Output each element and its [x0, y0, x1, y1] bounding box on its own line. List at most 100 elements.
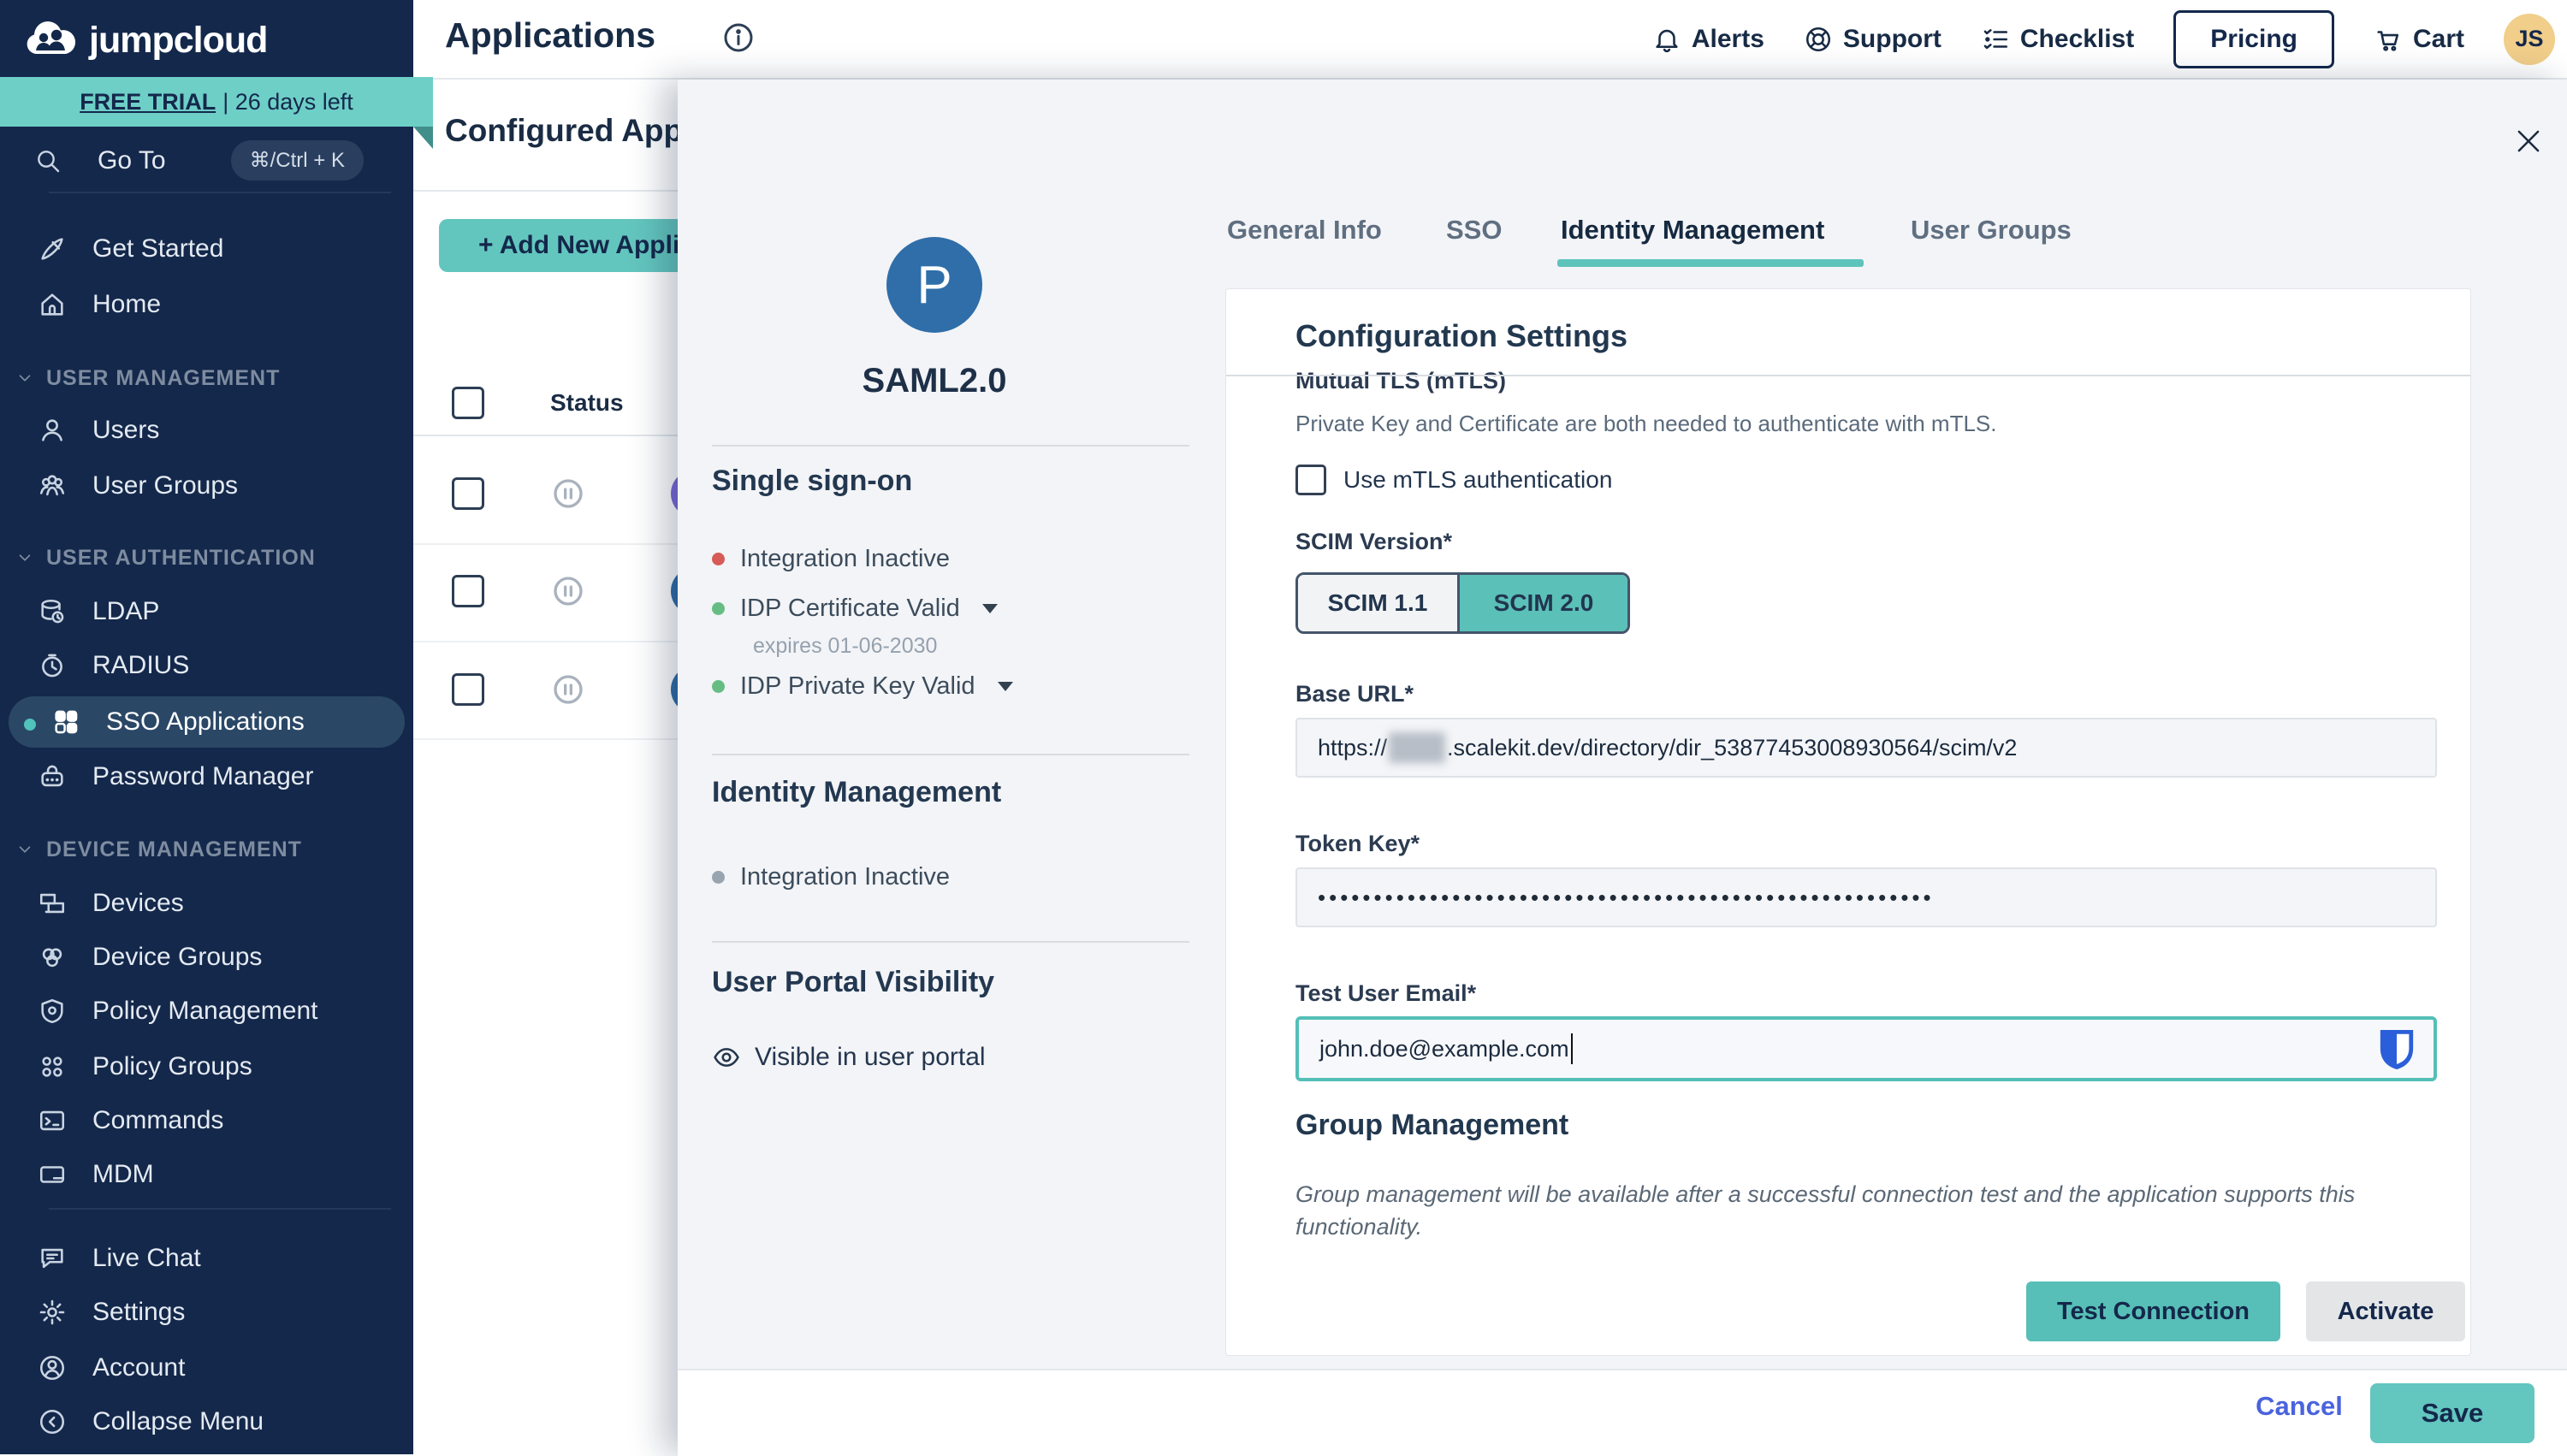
- sidebar-item-radius[interactable]: RADIUS: [0, 640, 413, 691]
- pricing-button[interactable]: Pricing: [2173, 9, 2334, 68]
- sidebar-section-device-management[interactable]: DEVICE MANAGEMENT: [0, 826, 413, 873]
- sidebar-item-user-groups[interactable]: User Groups: [0, 460, 413, 512]
- row-checkbox[interactable]: [452, 477, 484, 510]
- chevron-down-icon: [15, 548, 34, 567]
- free-trial-banner[interactable]: FREE TRIAL | 26 days left: [0, 77, 433, 127]
- cancel-button[interactable]: Cancel: [2256, 1391, 2343, 1421]
- sidebar-item-devices[interactable]: Devices: [0, 878, 413, 929]
- goto-search[interactable]: Go To ⌘/Ctrl + K: [0, 135, 413, 186]
- ldap-database-icon: [38, 597, 67, 626]
- sidebar-item-mdm[interactable]: MDM: [0, 1149, 413, 1200]
- policy-groups-icon: [38, 1052, 67, 1081]
- sidebar-section-user-management[interactable]: USER MANAGEMENT: [0, 354, 413, 402]
- sidebar-divider: [49, 1208, 391, 1210]
- active-indicator-dot: [24, 719, 36, 731]
- user-avatar[interactable]: JS: [2504, 13, 2555, 65]
- divider: [712, 754, 1189, 755]
- sidebar-item-settings[interactable]: Settings: [0, 1287, 413, 1338]
- select-all-checkbox[interactable]: [452, 387, 484, 419]
- sidebar-item-ldap[interactable]: LDAP: [0, 586, 413, 637]
- token-key-input[interactable]: ••••••••••••••••••••••••••••••••••••••••…: [1295, 867, 2437, 927]
- app-avatar-large: P: [886, 237, 982, 333]
- mtls-description: Private Key and Certificate are both nee…: [1295, 411, 1997, 436]
- policy-shield-icon: [38, 997, 67, 1026]
- gear-icon: [38, 1298, 67, 1327]
- row-checkbox[interactable]: [452, 673, 484, 706]
- tab-identity-management[interactable]: Identity Management: [1561, 215, 1825, 245]
- user-group-icon: [38, 471, 67, 500]
- sidebar-item-get-started[interactable]: Get Started: [0, 223, 413, 275]
- bell-icon: [1652, 25, 1681, 54]
- row-checkbox[interactable]: [452, 575, 484, 607]
- table-row[interactable]: P: [413, 567, 719, 615]
- sidebar-item-commands[interactable]: Commands: [0, 1095, 413, 1146]
- sidebar-item-device-groups[interactable]: Device Groups: [0, 932, 413, 983]
- commands-terminal-icon: [38, 1106, 67, 1135]
- sidebar-section-user-authentication[interactable]: USER AUTHENTICATION: [0, 534, 413, 582]
- mtls-checkbox[interactable]: [1295, 465, 1326, 495]
- top-header: Applications Alerts Support Checklist Pr…: [413, 0, 2567, 80]
- configuration-card: Configuration Settings Mutual TLS (mTLS)…: [1225, 288, 2471, 1356]
- divider: [712, 445, 1189, 447]
- tab-sso[interactable]: SSO: [1446, 215, 1503, 245]
- divider: [712, 941, 1189, 943]
- table-row[interactable]: L: [413, 470, 719, 518]
- rocket-icon: [38, 234, 67, 263]
- redacted-subdomain: [1389, 732, 1446, 763]
- lifering-icon: [1804, 25, 1833, 54]
- checklist-button[interactable]: Checklist: [1981, 25, 2134, 54]
- devices-icon: [38, 889, 67, 918]
- goto-shortcut-badge: ⌘/Ctrl + K: [230, 140, 364, 181]
- home-icon: [38, 290, 67, 319]
- collapse-arrow-icon: [38, 1407, 67, 1436]
- page-title: Applications: [445, 15, 656, 55]
- sso-status-private-key[interactable]: IDP Private Key Valid: [712, 672, 1013, 701]
- save-button[interactable]: Save: [2370, 1383, 2534, 1443]
- sidebar-item-policy-groups[interactable]: Policy Groups: [0, 1041, 413, 1092]
- radius-clock-icon: [38, 651, 67, 680]
- sidebar-item-sso-applications[interactable]: SSO Applications: [9, 696, 405, 748]
- cart-button[interactable]: Cart: [2374, 25, 2464, 54]
- mtls-label: Mutual TLS (mTLS): [1295, 368, 1506, 394]
- app-name: SAML2.0: [862, 362, 1007, 400]
- close-icon[interactable]: [2507, 120, 2550, 163]
- mdm-device-icon: [38, 1160, 67, 1189]
- test-user-email-input[interactable]: john.doe@example.com: [1295, 1016, 2437, 1081]
- tab-user-groups[interactable]: User Groups: [1911, 215, 2072, 245]
- info-icon[interactable]: [721, 21, 756, 55]
- trial-banner-fold: [413, 127, 433, 149]
- scim-version-toggle: SCIM 1.1 SCIM 2.0: [1295, 572, 1630, 634]
- caret-down-icon: [981, 604, 998, 613]
- scim-1-1-option[interactable]: SCIM 1.1: [1298, 575, 1460, 631]
- scim-version-label: SCIM Version*: [1295, 529, 1453, 554]
- sso-status-certificate[interactable]: IDP Certificate Valid: [712, 595, 998, 623]
- base-url-input[interactable]: https:// .scalekit.dev/directory/dir_538…: [1295, 718, 2437, 778]
- logo-wordmark: jumpcloud: [89, 20, 268, 61]
- portal-visibility-row: Visible in user portal: [712, 1043, 986, 1072]
- jumpcloud-logo[interactable]: jumpcloud: [24, 19, 268, 62]
- pause-status-icon: [551, 672, 585, 707]
- mtls-checkbox-row[interactable]: Use mTLS authentication: [1295, 465, 1612, 495]
- sidebar-item-password-manager[interactable]: Password Manager: [0, 751, 413, 802]
- sidebar-item-users[interactable]: Users: [0, 405, 413, 456]
- activate-button[interactable]: Activate: [2306, 1281, 2465, 1341]
- red-status-dot: [712, 553, 725, 565]
- sidebar-item-collapse-menu[interactable]: Collapse Menu: [0, 1396, 413, 1447]
- active-tab-underline: [1557, 259, 1864, 267]
- tab-general-info[interactable]: General Info: [1227, 215, 1382, 245]
- card-divider: [1226, 375, 2470, 376]
- alerts-button[interactable]: Alerts: [1652, 25, 1764, 54]
- table-row[interactable]: T: [413, 666, 719, 713]
- sidebar-item-home[interactable]: Home: [0, 279, 413, 330]
- sidebar-item-account[interactable]: Account: [0, 1342, 413, 1394]
- sidebar-divider: [49, 192, 391, 193]
- password-manager-shield-icon[interactable]: [2377, 1027, 2416, 1079]
- base-url-label: Base URL*: [1295, 681, 1414, 707]
- support-button[interactable]: Support: [1804, 25, 1942, 54]
- sidebar-item-live-chat[interactable]: Live Chat: [0, 1233, 413, 1284]
- test-connection-button[interactable]: Test Connection: [2026, 1281, 2280, 1341]
- scim-2-0-option[interactable]: SCIM 2.0: [1460, 575, 1627, 631]
- checklist-icon: [1981, 25, 2010, 54]
- sidebar: jumpcloud FREE TRIAL | 26 days left Go T…: [0, 0, 433, 1454]
- sidebar-item-policy-management[interactable]: Policy Management: [0, 985, 413, 1037]
